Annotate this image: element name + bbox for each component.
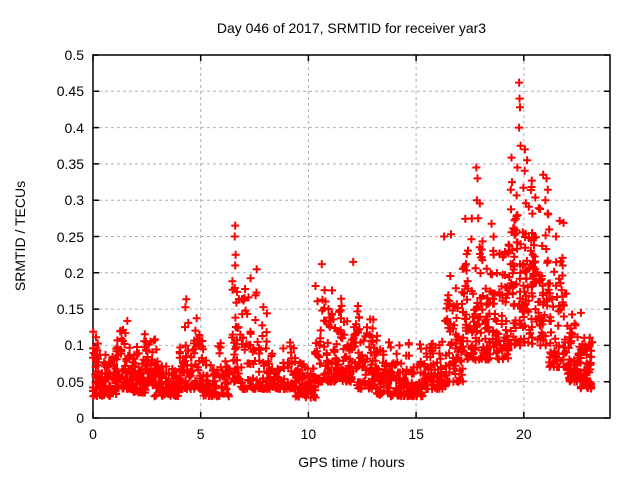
x-tick-label: 20 — [516, 426, 532, 442]
y-tick-label: 0.35 — [56, 155, 84, 172]
data-points — [89, 78, 597, 402]
x-tick-label: 10 — [300, 426, 317, 442]
y-tick-label: 0.4 — [64, 119, 84, 136]
x-axis-label: GPS time / hours — [298, 454, 405, 470]
y-tick-label: 0.15 — [56, 301, 84, 318]
y-tick-label: 0.3 — [64, 192, 84, 209]
y-tick-label: 0.5 — [64, 47, 84, 63]
x-tick-label: 0 — [89, 426, 97, 442]
y-tick-label: 0.1 — [64, 337, 84, 354]
y-tick-label: 0 — [76, 410, 84, 426]
x-tick-label: 15 — [408, 426, 424, 442]
y-tick-label: 0.2 — [64, 264, 84, 281]
x-tick-label: 5 — [196, 426, 205, 442]
y-tick-label: 0.05 — [56, 373, 84, 390]
chart-title: Day 046 of 2017, SRMTID for receiver yar… — [216, 20, 487, 36]
y-tick-label: 0.45 — [56, 83, 84, 100]
y-tick-label: 0.25 — [56, 228, 84, 245]
